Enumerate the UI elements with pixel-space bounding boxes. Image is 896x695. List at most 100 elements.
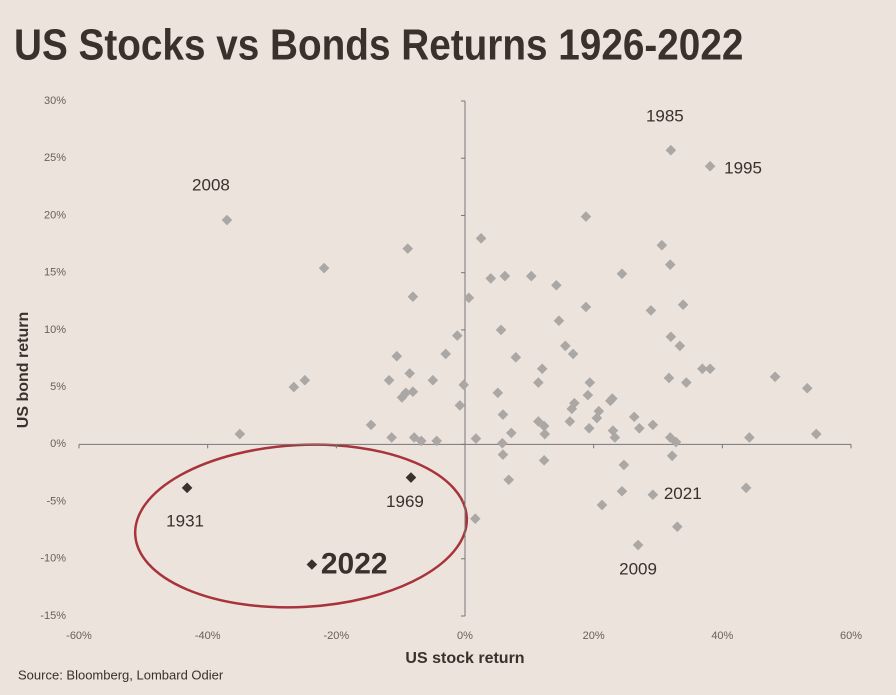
point [506,427,517,439]
point [769,371,781,383]
point [404,368,415,379]
point [533,377,544,388]
annotation-label: 1985 [646,107,684,126]
point [497,409,509,420]
point [670,436,682,448]
point [560,340,571,352]
point [318,262,330,274]
point [539,428,551,440]
x-axis-label: US stock return [405,650,524,667]
point [495,324,507,336]
point [538,455,550,466]
point [645,305,657,316]
point [697,363,708,375]
point [365,419,377,431]
point [582,389,594,401]
point [584,377,596,388]
point [740,482,752,494]
point [810,428,822,440]
point [596,499,608,511]
highlight-ellipse [133,443,469,609]
point [664,259,676,270]
annotated-point [306,559,318,570]
x-tick-label: 60% [840,630,862,642]
point [674,340,686,352]
point [475,233,487,244]
x-tick-label: -60% [66,630,92,642]
point [458,379,470,391]
annotation-label: 2021 [664,484,702,503]
annotation-label: 2022 [321,547,388,580]
point [469,513,481,525]
point [538,420,550,432]
x-tick-label: -40% [195,630,221,642]
source: Source: Bloomberg, Lombard Odier [18,667,224,682]
point [580,301,592,313]
point [704,363,716,375]
point [525,270,537,282]
point [451,330,463,341]
point [499,270,511,282]
y-axis-label: US bond return [15,312,32,428]
point [628,411,640,423]
annotation-label: 1931 [166,511,204,530]
point [497,449,509,460]
point [431,435,442,447]
x-tick-label: -20% [323,630,349,642]
y-tick-label: 15% [44,267,66,279]
y-tick-label: 0% [50,438,66,450]
y-tick-label: -10% [40,553,66,565]
point [567,348,579,360]
y-tick-label: 25% [44,152,66,164]
point [427,374,439,386]
y-tick-label: 10% [44,324,66,336]
point [402,243,414,254]
point [536,363,548,375]
point [663,372,675,384]
y-tick-label: -5% [46,495,66,507]
point [463,292,475,304]
point [677,299,689,311]
annotation-label: 2009 [619,560,657,579]
point [510,352,522,363]
point [383,374,395,386]
annotated-point [181,482,193,494]
annotated-point [647,489,659,500]
point [299,374,311,386]
point [485,273,497,284]
point [391,350,403,362]
y-tick-label: -15% [40,610,66,622]
point [618,459,630,471]
point [386,432,397,443]
point [503,474,515,486]
point [593,405,605,417]
point [497,437,508,449]
point [665,331,677,343]
point [801,382,813,394]
point [569,397,580,409]
point [666,450,678,462]
point [454,400,466,411]
point [407,386,419,397]
point [551,279,562,291]
point [647,419,659,431]
point [634,423,645,434]
point [553,315,565,327]
x-tick-label: 0% [457,630,473,642]
point [470,433,482,444]
annotation-label: 2008 [192,176,230,195]
point [681,377,692,388]
point [288,381,300,393]
annotation-label: 1995 [724,159,762,178]
point [492,387,504,399]
y-tick-label: 30% [44,95,66,107]
point [607,393,618,404]
chart-title: US Stocks vs Bonds Returns 1926-2022 [14,19,743,69]
annotated-point [405,472,417,483]
annotation-label: 1969 [386,492,424,511]
y-tick-label: 20% [44,209,66,221]
point [234,428,246,440]
point [400,387,412,399]
